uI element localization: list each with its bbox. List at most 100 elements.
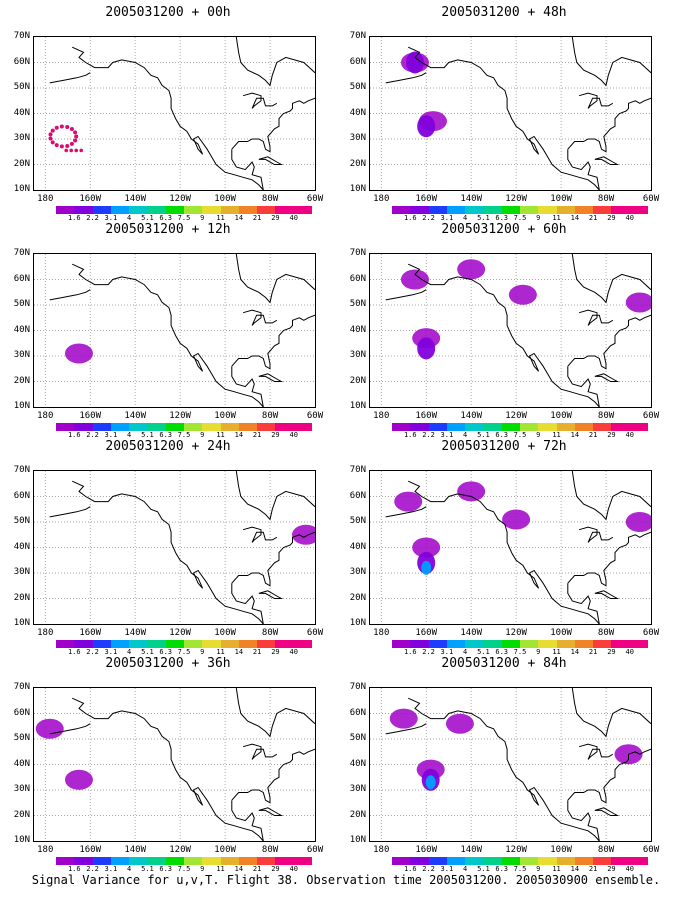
map-frame — [369, 687, 652, 842]
coastline — [578, 92, 614, 109]
panel-title: 2005031200 + 48h — [441, 5, 567, 20]
map-panel-48h: 2005031200 + 48h 70N 60N 50N 40N 30N 20N 10N 180… — [336, 5, 672, 223]
lat-label: 60N — [13, 707, 30, 718]
lon-label: 60W — [642, 194, 660, 204]
lat-label: 60N — [349, 707, 366, 718]
coastline — [231, 314, 315, 370]
map-frame — [33, 687, 316, 842]
colorbar-label: 9 — [200, 865, 205, 873]
colorbar-label: 21 — [588, 214, 598, 222]
colorbar-label: 21 — [252, 865, 262, 873]
lon-label: 80W — [261, 845, 279, 855]
lon-label: 120W — [169, 845, 191, 855]
lat-label: 30N — [13, 784, 30, 794]
signal-dot — [64, 148, 69, 153]
signal-blob — [389, 708, 418, 729]
colorbar-label: 9 — [536, 865, 541, 873]
colorbar-label: 7.5 — [177, 214, 191, 222]
lon-label: 80W — [597, 411, 615, 421]
colorbar-swatch — [92, 857, 111, 865]
lon-label: 160W — [415, 845, 438, 855]
colorbar-swatch — [519, 206, 539, 214]
colorbar-label: 6.3 — [495, 648, 509, 656]
signal-dot — [74, 148, 79, 153]
coastline — [71, 697, 264, 841]
colorbar-swatch — [238, 640, 258, 648]
coastline — [571, 254, 651, 304]
lat-label: 30N — [349, 350, 366, 360]
colorbar-label: 6.3 — [159, 214, 173, 222]
panel-title: 2005031200 + 12h — [105, 222, 231, 237]
lat-label: 40N — [349, 541, 366, 552]
colorbar-swatch — [519, 857, 539, 865]
colorbar-swatch — [629, 423, 648, 431]
coastline — [385, 723, 427, 735]
lat-label: 30N — [349, 784, 366, 794]
colorbar-swatch — [574, 857, 594, 865]
colorbar-label: 5.1 — [141, 214, 154, 222]
colorbar-label: 3.1 — [440, 214, 454, 222]
colorbar-swatch — [465, 857, 484, 865]
colorbar-swatch — [56, 857, 75, 865]
lat-label: 30N — [13, 133, 30, 143]
coastline — [49, 72, 91, 84]
lon-label: 180 — [37, 411, 54, 421]
colorbar-swatch — [110, 206, 130, 214]
colorbar-swatch — [392, 206, 411, 214]
coastline — [231, 366, 264, 407]
colorbar-label: 11 — [552, 865, 561, 873]
map-panel-84h: 2005031200 + 84h 70N 60N 50N 40N 30N 20N 10N 180… — [336, 656, 672, 874]
signal-dot — [48, 132, 53, 137]
signal-blob — [625, 292, 651, 313]
lon-label: 100W — [550, 628, 572, 638]
lat-label: 50N — [13, 82, 30, 92]
colorbar-swatch — [183, 206, 203, 214]
coastline — [231, 748, 315, 804]
coastline — [567, 748, 651, 804]
colorbar-swatch — [165, 640, 184, 648]
signal-blob — [417, 337, 436, 360]
coastline — [594, 156, 620, 165]
coastline — [49, 289, 91, 301]
signal-dot — [69, 127, 74, 132]
colorbar-swatch — [275, 206, 294, 214]
colorbar-swatch — [275, 423, 294, 431]
lon-label: 60W — [306, 845, 324, 855]
lon-label: 60W — [306, 411, 324, 421]
colorbar-label: 4 — [463, 214, 468, 222]
colorbar-swatch — [519, 640, 539, 648]
coastline — [258, 373, 284, 382]
colorbar-label: 4 — [463, 431, 468, 439]
lon-label: 80W — [261, 194, 279, 204]
colorbar-swatch — [293, 423, 312, 431]
signal-dot — [74, 134, 79, 139]
colorbar-label: 7.5 — [513, 431, 527, 439]
colorbar-label: 40 — [625, 865, 634, 873]
lon-label: 120W — [169, 194, 191, 204]
colorbar-swatch — [92, 206, 111, 214]
coastline — [258, 807, 284, 816]
colorbar-swatch — [428, 423, 447, 431]
lon-label: 100W — [214, 411, 236, 421]
map-panel-36h: 2005031200 + 36h 70N 60N 50N 40N 30N 20N 10N 180… — [0, 656, 336, 874]
lat-label: 20N — [13, 375, 30, 386]
colorbar-label: 1.6 — [67, 648, 81, 656]
lon-label: 140W — [460, 845, 482, 855]
colorbar-swatch — [183, 640, 203, 648]
coastline — [567, 531, 651, 587]
lon-label: 100W — [550, 845, 572, 855]
coastline — [385, 289, 427, 301]
lat-label: 10N — [13, 618, 30, 628]
colorbar-swatch — [165, 423, 184, 431]
lat-label: 40N — [13, 107, 30, 118]
signal-blob — [64, 769, 93, 790]
colorbar-label: 2.2 — [422, 214, 435, 222]
colorbar-label: 21 — [252, 431, 262, 439]
colorbar-label: 1.6 — [67, 431, 81, 439]
colorbar-label: 2.2 — [86, 214, 99, 222]
colorbar-swatch — [220, 857, 239, 865]
lon-label: 60W — [306, 628, 324, 638]
colorbar-label: 6.3 — [159, 648, 173, 656]
coastline — [594, 373, 620, 382]
colorbar-label: 1.6 — [403, 431, 417, 439]
